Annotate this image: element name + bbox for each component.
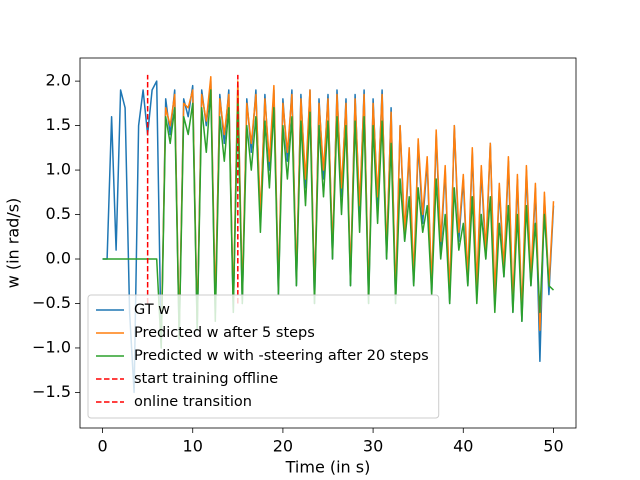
y-tick-label: 1.0 (46, 160, 71, 179)
legend-label: online transition (134, 394, 252, 410)
x-tick-label: 10 (183, 437, 203, 456)
legend: GT w Predicted w after 5 steps Predicted w… (87, 294, 440, 419)
y-tick-label: −1.5 (32, 382, 71, 401)
legend-label: Predicted w with -steering after 20 step… (134, 348, 429, 364)
data-line (160, 75, 555, 340)
x-tick-label: 40 (453, 437, 473, 456)
y-tick-label: 2.0 (46, 71, 71, 90)
x-tick-label: 20 (273, 437, 293, 456)
y-axis-label: w (in rad/s) (4, 198, 23, 289)
legend-box (87, 294, 440, 419)
x-tick-label: 50 (543, 437, 563, 456)
legend-label: start training offline (134, 371, 278, 387)
y-tick-label: −1.0 (32, 337, 71, 356)
x-tick-label: 0 (97, 437, 107, 456)
x-axis-label: Time (in s) (285, 458, 371, 477)
y-tick-label: 1.5 (46, 115, 71, 134)
axes-frame (79, 57, 577, 429)
data-line (102, 89, 555, 349)
y-tick-label: 0.0 (46, 249, 71, 268)
legend-label: Predicted w after 5 steps (134, 325, 315, 341)
y-tick-label: −0.5 (32, 293, 71, 312)
y-tick-label: 0.5 (46, 204, 71, 223)
x-tick-label: 30 (363, 437, 383, 456)
legend-label: GT w (134, 302, 170, 318)
